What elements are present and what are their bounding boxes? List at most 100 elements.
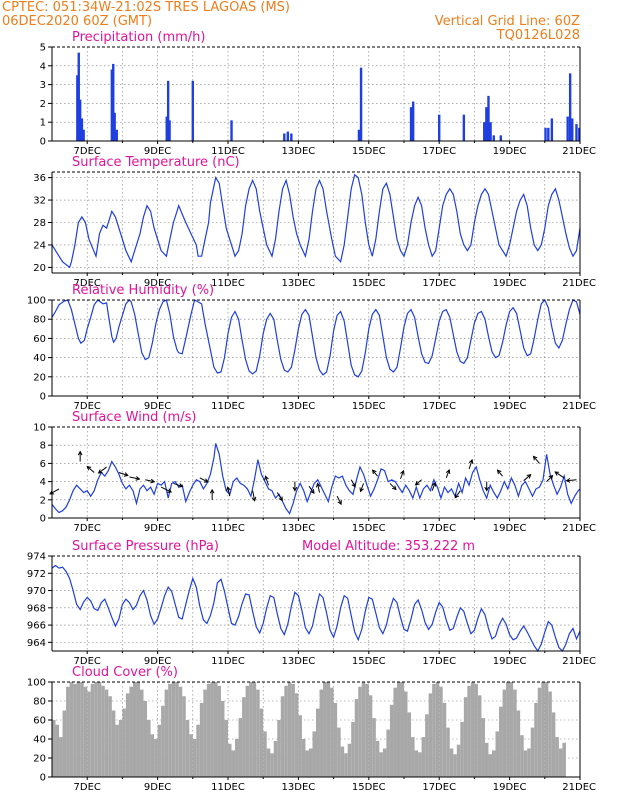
temperature-ytick-label: 32 [33,196,46,207]
wind-arrowhead [209,488,215,494]
cloud-bar [502,689,507,777]
temperature-xtick-label: 19DEC [493,278,527,289]
wind-arrow [173,482,183,487]
cloud-bar [418,752,422,777]
wind-arrow [389,483,397,490]
cloud-ytick-label: 80 [33,697,46,708]
wind-arrowhead [315,482,321,488]
precip-bar [438,114,441,141]
wind-arrow [160,486,172,493]
wind-arrow [98,466,107,474]
cloud-bar [382,748,387,777]
temperature-ytick-label: 36 [33,173,46,184]
cloud-bar [154,739,158,777]
precipitation-ytick-label: 2 [40,99,46,110]
wind-arrow [199,477,209,483]
cloud-bar [534,702,538,777]
wind-xtick-label: 15DEC [352,523,386,534]
cloud-bar [235,739,239,777]
cloud-bar [333,702,338,777]
precipitation-xtick-label: 7DEC [74,146,101,157]
cloud-bar [499,706,503,777]
cloud-bar [435,682,440,777]
pressure-ytick-label: 968 [27,603,46,614]
wind-arrow [497,469,503,477]
wind-arrowhead [264,475,269,481]
humidity-ytick-label: 0 [40,392,46,403]
cloud-bar [298,715,302,777]
precip-bar [230,120,233,141]
humidity-panel: Relative Humidity (%) 0 20 40 60 80 100 7DEC 9DE… [27,283,596,412]
cloud-bar [477,695,482,777]
humidity-xtick-label: 13DEC [282,401,316,412]
precip-bar [547,127,550,141]
wind-arrowhead [371,469,377,475]
temperature-xtick-label: 13DEC [282,278,316,289]
cloud-bar [463,697,468,777]
cloud-bar [259,708,264,777]
cloud-bar [196,724,200,777]
precip-bar [568,73,572,141]
precipitation-ytick-label: 5 [40,43,46,54]
cloud-bar [122,708,126,777]
cloud-bar [284,685,288,777]
cloud-bar [213,682,218,777]
cloud-bar [488,754,492,777]
cloud-bar [312,731,316,777]
precip-bar [359,67,363,141]
cloud-bar [301,739,306,777]
wind-arrow [336,495,342,505]
cloud-bar [442,702,447,777]
cloud-bar [516,710,521,777]
wind-arrowhead [292,486,298,492]
cloud-bar [544,682,549,777]
precip-bar [80,118,84,141]
cloud-bar [66,686,70,777]
precip-bar [283,133,286,141]
cloud-bar [492,750,496,777]
wind-arrow [566,479,577,482]
cloud-bar [551,712,556,777]
precip-bar [290,133,293,141]
precip-bar [76,75,79,141]
wind-arrowhead [565,478,571,483]
humidity-xtick-label: 11DEC [211,401,245,412]
cloud-bar [509,682,514,777]
cloud-bar [527,748,531,777]
cloud-bar [90,683,95,777]
cloud-bar [143,701,148,777]
wind-ytick-label: 6 [40,459,46,470]
cloud-bar [368,695,373,777]
wind-arrow [360,483,364,492]
cloud-bar [238,718,243,777]
precipitation-ytick-label: 1 [40,118,46,129]
cloud-xtick-label: 15DEC [352,782,386,793]
pressure-xtick-label: 13DEC [282,656,316,667]
wind-xtick-label: 7DEC [74,523,101,534]
cloud-bar [316,708,320,777]
cloud-bar [83,686,88,777]
grid-line-note: Vertical Grid Line: 60Z [435,14,580,29]
wind-arrow [86,466,95,473]
precip-bar [492,135,495,141]
cloud-bar [432,683,436,777]
cloud-xtick-label: 7DEC [74,782,101,793]
cloud-title: Cloud Cover (%) [72,665,178,680]
cloud-bar [344,753,348,777]
cloud-bar [171,682,176,777]
cloud-bar [354,699,359,777]
cloud-bar [242,697,246,777]
pressure-ytick-label: 966 [27,621,46,632]
cloud-bar [520,735,524,777]
cloud-bar [446,727,450,777]
wind-arrowhead [454,493,460,499]
cloud-bar [379,752,383,777]
temperature-panel: Surface Temperature (nC) 20 24 28 32 36 7DEC 9D… [33,155,596,289]
precip-bar [82,129,85,141]
pressure-xtick-label: 9DEC [144,656,171,667]
cloud-bar [456,744,461,777]
wind-arrow [546,475,553,482]
cloud-bar [407,712,412,777]
wind-arrowhead [123,472,129,477]
